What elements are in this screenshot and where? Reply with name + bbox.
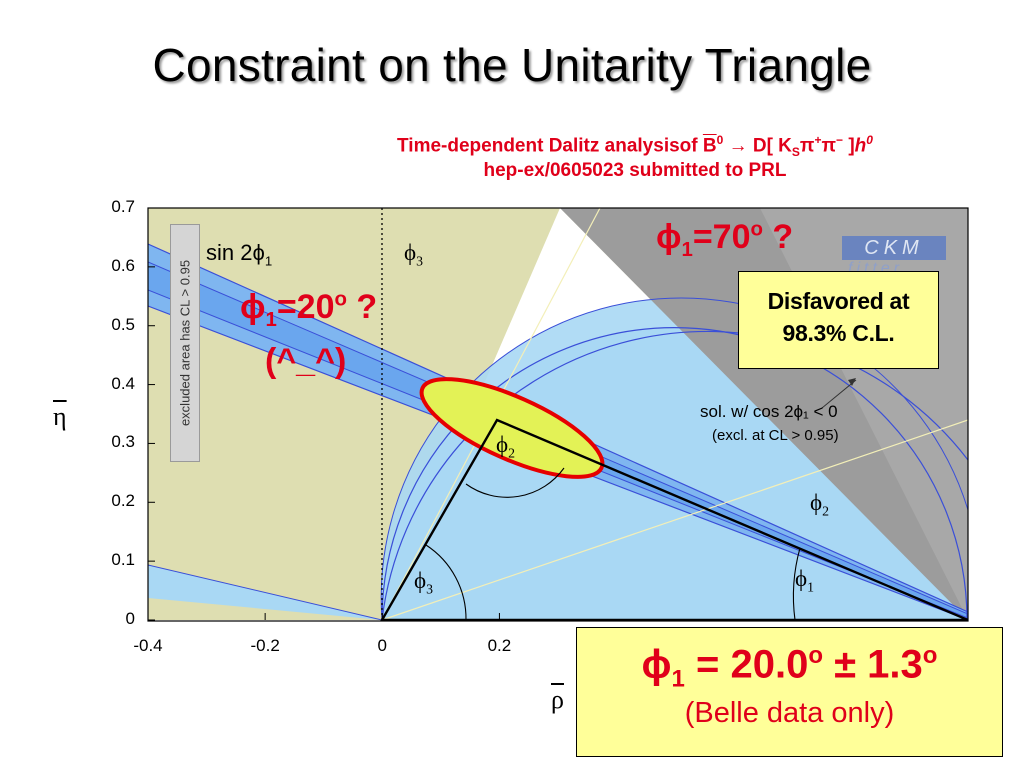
fit-region-ellipse bbox=[419, 377, 605, 479]
reference-subtitle: hep-ex/0605023 submitted to PRL bbox=[483, 160, 787, 181]
analysis-subtitle: Time-dependent Dalitz analysisof B0 → D[… bbox=[397, 133, 873, 160]
x-tick-label: -0.4 bbox=[133, 636, 163, 655]
phi3-angle-label: ϕ3 bbox=[414, 568, 434, 597]
phi1-angle-label: ϕ1 bbox=[795, 566, 815, 595]
right-arrow-icon: → bbox=[728, 135, 748, 157]
phi2-region-label: ϕ2 bbox=[810, 490, 830, 519]
x-tick-label: -0.2 bbox=[250, 636, 280, 655]
phi1-70-annotation: ϕ1=70o ? bbox=[656, 218, 794, 261]
y-tick-label: 0.4 bbox=[111, 373, 135, 393]
axis-ticks bbox=[147, 207, 500, 621]
y-tick-label: 0.6 bbox=[111, 255, 135, 275]
x-tick-label: 0 bbox=[377, 636, 388, 655]
y-tick-label: 0 bbox=[125, 609, 135, 628]
solution-note: sol. w/ cos 2ϕ₁ < 0 bbox=[700, 402, 838, 421]
slide-title: Constraint on the Unitarity Triangle bbox=[152, 39, 872, 91]
result-note: (Belle data only) bbox=[684, 697, 895, 730]
y-tick-label: 0.7 bbox=[111, 197, 135, 216]
y-axis-label: η bbox=[53, 402, 67, 431]
result-box: ϕ1 = 20.0o ± 1.3o (Belle data only) bbox=[576, 627, 1003, 757]
x-axis-label: ρ bbox=[551, 685, 564, 714]
excluded-area-legend: excluded area has CL > 0.95 bbox=[170, 224, 200, 462]
unitarity-triangle bbox=[380, 418, 968, 621]
smiley-annotation: (^_^) bbox=[265, 342, 347, 380]
y-tick-label: 0.3 bbox=[111, 432, 135, 452]
sin2phi1-label: sin 2ϕ1 bbox=[206, 240, 273, 269]
phi2-angle-label: ϕ2 bbox=[496, 432, 516, 461]
phi1-20-annotation: ϕ1=20o ? bbox=[240, 288, 378, 331]
y-tick-label: 0.5 bbox=[111, 314, 135, 334]
exclusion-note: (excl. at CL > 0.95) bbox=[712, 427, 839, 444]
plot-frame bbox=[147, 207, 969, 622]
disfavored-box: Disfavored at 98.3% C.L. bbox=[738, 271, 939, 369]
y-tick-label: 0.2 bbox=[111, 491, 135, 511]
y-tick-label: 0.1 bbox=[111, 550, 135, 570]
phi3-top-label: ϕ3 bbox=[404, 240, 424, 269]
ckm-logo: CKM bbox=[842, 236, 946, 260]
phi1-result: ϕ1 = 20.0o ± 1.3o bbox=[641, 642, 938, 693]
x-tick-label: 0.2 bbox=[487, 636, 512, 655]
